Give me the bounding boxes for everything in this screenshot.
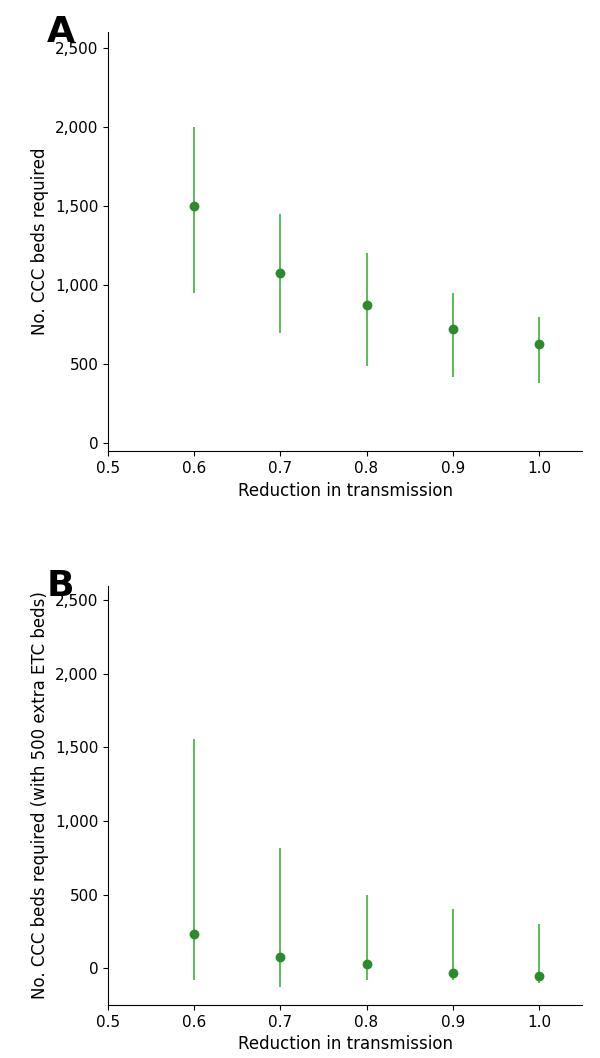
- X-axis label: Reduction in transmission: Reduction in transmission: [238, 481, 452, 499]
- Point: [275, 264, 285, 281]
- Point: [275, 949, 285, 966]
- Text: B: B: [46, 569, 74, 603]
- Y-axis label: No. CCC beds required: No. CCC beds required: [31, 148, 49, 335]
- Text: A: A: [46, 15, 74, 49]
- Point: [534, 336, 544, 353]
- Point: [448, 964, 458, 981]
- Point: [362, 296, 371, 313]
- X-axis label: Reduction in transmission: Reduction in transmission: [238, 1036, 452, 1054]
- Point: [190, 926, 199, 943]
- Point: [362, 955, 371, 972]
- Y-axis label: No. CCC beds required (with 500 extra ETC beds): No. CCC beds required (with 500 extra ET…: [31, 591, 49, 999]
- Point: [190, 198, 199, 215]
- Point: [448, 321, 458, 338]
- Point: [534, 967, 544, 984]
